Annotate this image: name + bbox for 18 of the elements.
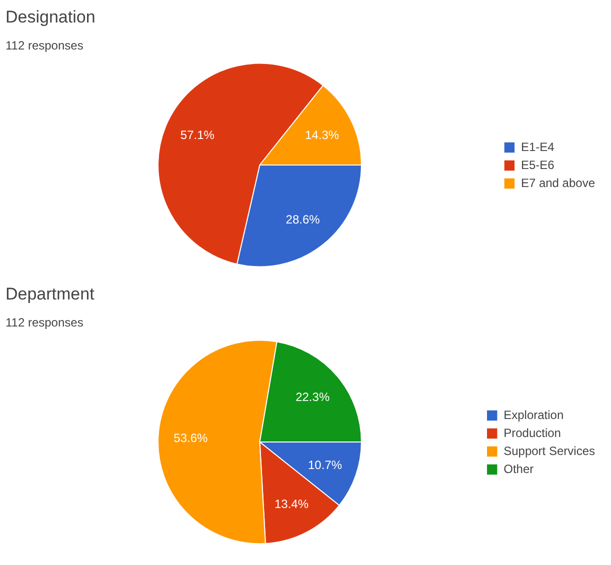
legend-label: E1-E4 [520, 140, 554, 154]
data-label: 57.1% [180, 128, 215, 142]
data-label: 13.4% [274, 496, 309, 511]
text: 112 responses [6, 38, 84, 52]
chart-title: Department [6, 284, 95, 304]
text: 112 responses [6, 316, 84, 330]
legend-label: Production [504, 426, 561, 440]
legend-label: E5-E6 [520, 158, 554, 172]
data-label: 14.3% [305, 128, 340, 142]
legend-label: E7 and above [520, 176, 595, 190]
data-label: 53.6% [174, 431, 208, 446]
data-label: 28.6% [286, 212, 320, 226]
legend-label: Exploration [504, 408, 564, 422]
legend-label: Support Services [504, 444, 595, 458]
chart-title: Designation [6, 8, 96, 26]
legend-label: Other [504, 462, 534, 476]
data-label: 22.3% [296, 390, 330, 404]
data-label: 10.7% [308, 458, 342, 472]
